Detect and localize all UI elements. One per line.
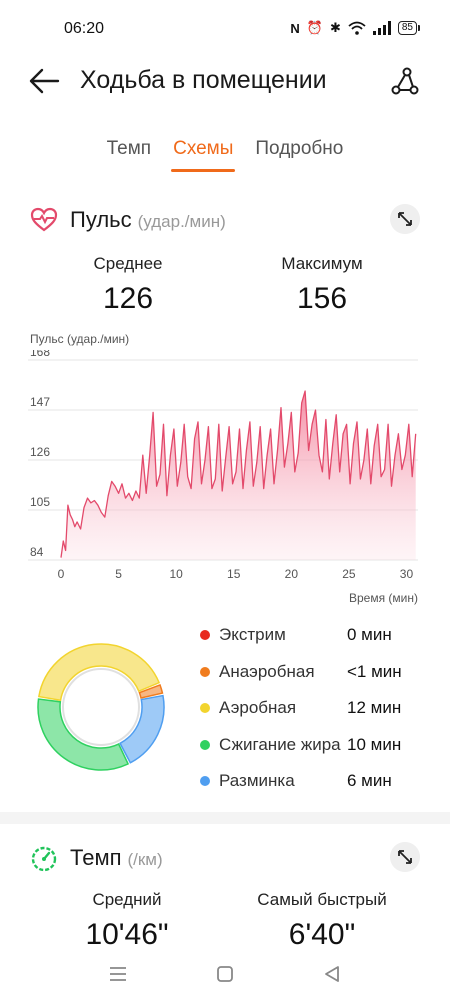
tab-pace[interactable]: Темп [106, 138, 152, 159]
heart-pulse-icon [30, 207, 58, 232]
legend-item: Разминка 6 мин [200, 765, 430, 802]
chart-x-tick-label: 0 [58, 567, 65, 581]
wifi-icon [348, 21, 366, 35]
zone-slice [138, 684, 164, 699]
route-share-icon[interactable] [390, 66, 420, 96]
nfc-icon: N [290, 20, 300, 36]
zone-slice [37, 698, 130, 771]
chart-x-tick-label: 15 [227, 567, 241, 581]
legend-name: Сжигание жира [219, 734, 341, 754]
legend-value: 12 мин [347, 698, 402, 717]
legend-dot [200, 739, 210, 750]
pulse-average: Среднее 126 [78, 254, 178, 316]
legend-value: 10 мин [347, 734, 402, 754]
legend-item: Сжигание жира 10 мин [200, 729, 430, 766]
pace-fastest-value: 6'40" [288, 918, 356, 951]
legend-value: 0 мин [347, 625, 392, 644]
alarm-icon: ⏰ [306, 20, 323, 35]
signal-icon [372, 21, 391, 35]
heart-rate-line [60, 390, 417, 558]
pace-fastest-label: Самый быстрый [257, 890, 387, 909]
expand-icon[interactable] [390, 842, 420, 872]
chart-x-tick-label: 5 [115, 567, 122, 581]
legend-item: Анаэробная <1 мин [200, 656, 430, 693]
chart-x-tick-label: 10 [169, 567, 183, 581]
heart-rate-zone-donut [37, 643, 165, 771]
chart-y-axis-label: Пульс (удар./мин) [30, 332, 130, 346]
heart-rate-area [61, 391, 416, 560]
chart-x-tick-label: 20 [285, 567, 299, 581]
heart-rate-chart: Пульс (удар./мин) 168 147 126 105 84 0 5 10 15 20… [28, 330, 422, 610]
pace-average-label: Средний [92, 890, 162, 909]
bluetooth-icon: ✱ [329, 20, 341, 35]
section-divider [0, 812, 450, 824]
donut-center [62, 668, 140, 746]
pulse-header: Пульс (удар./мин) [30, 204, 420, 240]
legend-dot [200, 703, 210, 713]
zone-slice [38, 643, 161, 702]
speedometer-icon [31, 846, 57, 872]
page-title: Ходьба в помещении [80, 66, 327, 94]
legend-dot [200, 776, 210, 786]
chart-y-tick-label: 84 [30, 545, 44, 559]
legend-item: Аэробная 12 мин [200, 692, 430, 729]
legend-name: Экстрим [219, 625, 286, 644]
pace-title: Темп (/км) [70, 845, 163, 871]
pace-header: Темп (/км) [30, 842, 420, 878]
home-icon[interactable] [214, 963, 236, 985]
legend-name: Анаэробная [219, 661, 315, 681]
chart-x-tick-label: 30 [400, 567, 414, 581]
status-bar: 06:20 N ⏰ ✱ 85 [0, 0, 450, 60]
legend-dot [200, 630, 210, 640]
expand-icon[interactable] [390, 204, 420, 234]
pulse-average-label: Среднее [93, 254, 163, 273]
legend-name: Аэробная [219, 698, 297, 717]
chart-y-tick-label: 147 [30, 395, 50, 409]
pulse-title-text: Пульс [70, 207, 132, 232]
chart-x-axis-label: Время (мин) [348, 591, 418, 605]
pulse-average-value: 126 [102, 282, 154, 315]
status-time: 06:20 [64, 20, 105, 37]
pulse-unit: (удар./мин) [137, 212, 226, 231]
pulse-maximum-label: Максимум [281, 254, 363, 273]
app-bar: Ходьба в помещении [0, 56, 450, 106]
pace-average-value: 10'46" [85, 918, 169, 951]
pace-fastest: Самый быстрый 6'40" [242, 890, 402, 952]
heart-rate-chart-svg: 168 147 126 105 84 0 5 10 15 20 25 30 [28, 350, 418, 581]
system-nav-bar [0, 955, 450, 995]
pulse-maximum-value: 156 [296, 282, 348, 315]
pace-average: Средний 10'46" [72, 890, 182, 952]
battery-icon: 85 [397, 21, 420, 35]
back-triangle-icon[interactable] [321, 963, 343, 985]
chart-y-tick-label: 105 [30, 495, 50, 509]
tab-charts[interactable]: Схемы [171, 138, 236, 172]
tab-bar: Темп Схемы Подробно [0, 138, 450, 178]
legend-dot [200, 666, 210, 677]
pulse-maximum: Максимум 156 [262, 254, 382, 316]
status-icons: N ⏰ ✱ 85 [290, 20, 420, 36]
menu-icon[interactable] [107, 963, 129, 985]
chart-x-tick-label: 25 [342, 567, 356, 581]
pace-unit: (/км) [127, 850, 163, 869]
chart-y-tick-label: 126 [30, 445, 50, 459]
legend-value: 6 мин [347, 771, 392, 790]
zone-legend: Экстрим 0 мин Анаэробная <1 мин Аэробная… [200, 619, 430, 802]
pace-title-text: Темп [70, 845, 122, 870]
zone-slice [119, 694, 165, 764]
chart-y-tick-label: 168 [30, 350, 50, 359]
legend-name: Разминка [219, 771, 295, 790]
legend-item: Экстрим 0 мин [200, 619, 430, 656]
tab-details[interactable]: Подробно [255, 138, 344, 159]
back-arrow-icon[interactable] [28, 66, 62, 96]
legend-value: <1 мин [347, 661, 402, 681]
battery-level: 85 [397, 21, 417, 35]
pulse-title: Пульс (удар./мин) [70, 207, 226, 233]
